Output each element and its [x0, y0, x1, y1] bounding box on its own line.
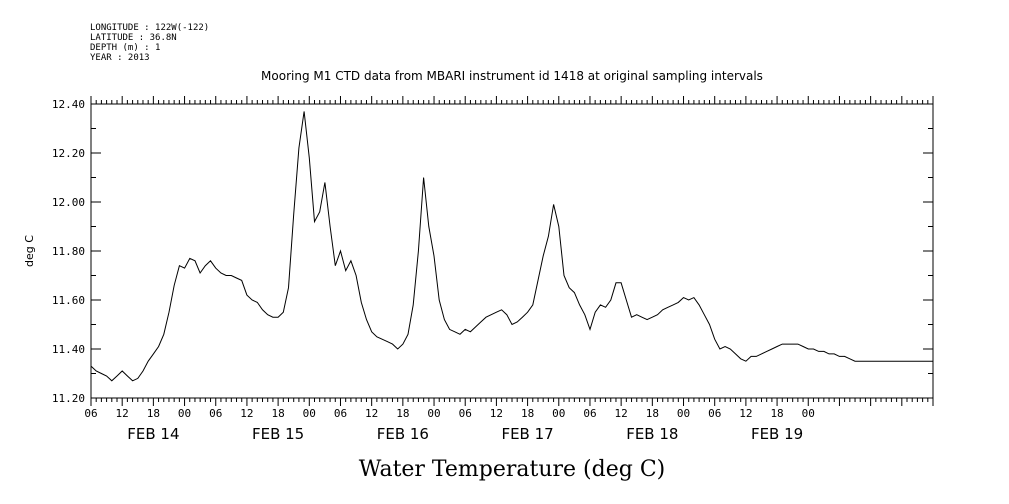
y-tick-label: 11.60	[52, 294, 85, 307]
x-tick-label: 18	[521, 407, 534, 420]
day-label: FEB 14	[127, 425, 179, 443]
day-labels: FEB 14 FEB 15 FEB 16 FEB 17 FEB 18 FEB 19	[127, 425, 803, 443]
x-tick-label: 06	[334, 407, 347, 420]
x-tick-label: 00	[802, 407, 815, 420]
x-tick-label: 12	[365, 407, 378, 420]
x-axis-ticks	[90, 96, 934, 406]
y-tick-label: 12.20	[52, 147, 85, 160]
x-tick-label: 18	[147, 407, 160, 420]
x-tick-label: 00	[677, 407, 690, 420]
y-axis-label: deg C	[23, 235, 36, 267]
meta-longitude: LONGITUDE : 122W(-122)	[90, 23, 209, 33]
x-tick-label: 18	[646, 407, 659, 420]
x-tick-label: 12	[240, 407, 253, 420]
meta-depth: DEPTH (m) : 1	[90, 43, 160, 53]
y-tick-label: 11.40	[52, 343, 85, 356]
y-tick-label: 12.40	[52, 98, 85, 111]
metadata-block: LONGITUDE : 122W(-122) LATITUDE : 36.8N …	[90, 23, 209, 63]
y-tick-label: 11.20	[52, 392, 85, 405]
x-tick-label: 12	[116, 407, 129, 420]
x-tick-label: 18	[396, 407, 409, 420]
x-tick-label: 00	[552, 407, 565, 420]
x-tick-labels: 06 12 18 00 06 12 18 00 06 12 18 00 06 12 18 00 06 12 18 00…	[84, 407, 815, 420]
x-tick-label: 06	[84, 407, 97, 420]
x-tick-label: 00	[427, 407, 440, 420]
x-tick-label: 06	[209, 407, 222, 420]
day-label: FEB 19	[751, 425, 803, 443]
day-label: FEB 16	[377, 425, 429, 443]
day-label: FEB 15	[252, 425, 304, 443]
x-tick-label: 18	[770, 407, 783, 420]
day-label: FEB 17	[501, 425, 553, 443]
x-tick-label: 18	[271, 407, 284, 420]
x-tick-label: 00	[178, 407, 191, 420]
x-tick-label: 12	[739, 407, 752, 420]
y-axis-ticks	[91, 103, 933, 399]
y-tick-label: 12.00	[52, 196, 85, 209]
meta-year: YEAR : 2013	[90, 53, 150, 63]
x-tick-label: 12	[615, 407, 628, 420]
x-tick-label: 12	[490, 407, 503, 420]
meta-latitude: LATITUDE : 36.8N	[90, 33, 177, 43]
y-tick-label: 11.80	[52, 245, 85, 258]
day-label: FEB 18	[626, 425, 678, 443]
x-tick-label: 00	[303, 407, 316, 420]
x-tick-label: 06	[459, 407, 472, 420]
x-axis-title: Water Temperature (deg C)	[359, 457, 666, 482]
temperature-series-line	[90, 111, 933, 382]
x-tick-label: 06	[583, 407, 596, 420]
y-tick-labels: 11.20 11.40 11.60 11.80 12.00 12.20 12.40	[52, 98, 85, 405]
plot-frame	[90, 103, 934, 399]
chart-title: Mooring M1 CTD data from MBARI instrumen…	[261, 69, 763, 83]
x-tick-label: 06	[708, 407, 721, 420]
